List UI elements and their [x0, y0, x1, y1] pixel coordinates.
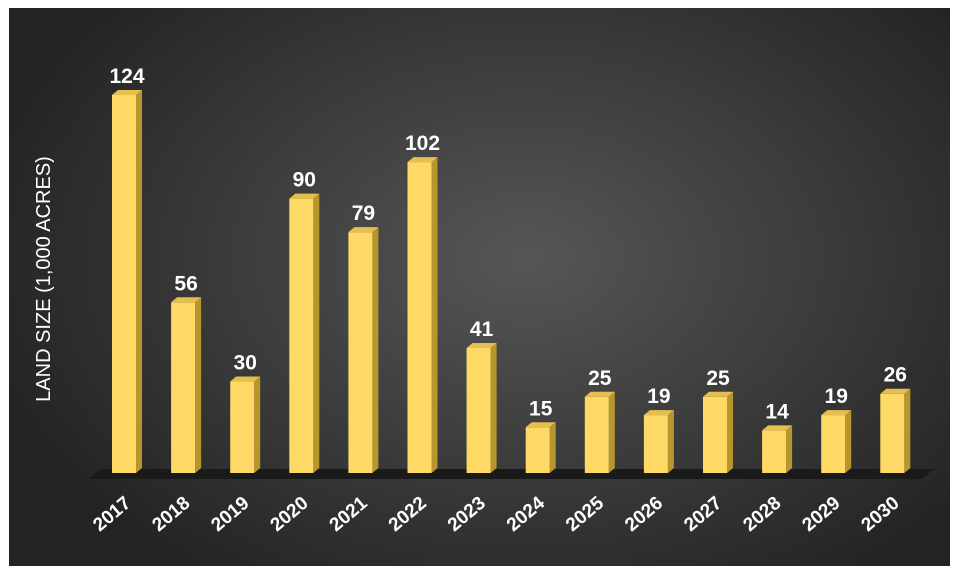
bar-front: [112, 95, 136, 473]
bar-2018: [171, 297, 202, 473]
bar-front: [703, 396, 727, 473]
bar-front: [289, 198, 314, 474]
bar-2028: [762, 425, 793, 473]
bar-front: [171, 302, 196, 473]
value-label-2027: 25: [706, 367, 730, 390]
bar-2017: [112, 90, 142, 473]
value-label-2017: 124: [109, 65, 144, 88]
bar-side: [136, 90, 142, 473]
bar-front: [230, 381, 255, 473]
bar-side: [195, 297, 202, 473]
chart-floor: [89, 469, 934, 479]
floor-plate: [89, 469, 934, 479]
value-label-2022: 102: [405, 132, 440, 155]
bar-top: [289, 193, 320, 199]
bar-top: [466, 343, 497, 349]
bar-top: [821, 410, 852, 416]
bar-2020: [289, 193, 320, 474]
x-tick-label-2019: 2019: [208, 493, 254, 536]
value-label-2020: 90: [293, 169, 316, 192]
bar-side: [372, 227, 379, 473]
x-tick-label-2026: 2026: [621, 493, 667, 536]
bar-2023: [466, 343, 497, 473]
bar-front: [643, 415, 668, 473]
y-axis-title: LAND SIZE (1,000 ACRES): [33, 156, 55, 402]
bar-side: [431, 157, 438, 473]
bar-side: [608, 391, 615, 473]
x-tick-label-2021: 2021: [326, 492, 372, 536]
x-tick-label-2023: 2023: [444, 493, 490, 536]
bar-front: [407, 162, 432, 473]
bar-front: [821, 415, 846, 473]
bar-top: [348, 227, 379, 233]
value-label-2021: 79: [352, 202, 375, 225]
x-tick-label-2017: 2017: [89, 493, 135, 536]
value-label-2030: 26: [884, 364, 907, 387]
bars-group: [112, 90, 911, 474]
x-tick-label-2024: 2024: [503, 492, 549, 536]
bar-side: [490, 343, 497, 473]
bar-top: [584, 391, 615, 397]
bar-2027: [703, 391, 733, 473]
bar-top: [703, 391, 733, 397]
bar-top: [407, 157, 438, 163]
value-label-2019: 30: [234, 352, 257, 375]
x-tick-label-2020: 2020: [267, 493, 313, 536]
bar-2022: [407, 157, 438, 473]
bar-2021: [348, 227, 379, 473]
bar-2029: [821, 410, 852, 473]
bar-2024: [525, 422, 556, 473]
chart-frame: 124 56 30 90 79 102 41 15 25 19 25 14 19 26 2017 2018 2…: [9, 8, 950, 566]
bar-side: [254, 376, 261, 473]
bar-side: [904, 388, 911, 473]
value-label-2023: 41: [470, 318, 494, 341]
x-tick-label-2028: 2028: [739, 493, 785, 536]
bar-side: [313, 193, 320, 474]
value-label-2024: 15: [529, 397, 553, 420]
value-label-2025: 25: [588, 367, 612, 390]
bar-top: [880, 388, 911, 394]
bar-front: [584, 396, 609, 473]
bar-2030: [880, 388, 911, 473]
bar-front: [525, 427, 550, 473]
x-tick-labels-group: 2017 2018 2019 2020 2021 2022 2023 2024 2025 2026…: [89, 492, 903, 536]
bar-side: [845, 410, 852, 473]
bar-top: [171, 297, 202, 303]
x-tick-label-2027: 2027: [680, 493, 726, 536]
bar-side: [549, 422, 556, 473]
x-tick-label-2025: 2025: [562, 492, 608, 536]
bar-2025: [584, 391, 615, 473]
bar-top: [230, 376, 261, 382]
value-label-2018: 56: [174, 272, 197, 295]
bar-front: [880, 393, 905, 473]
bar-side: [727, 391, 733, 473]
value-label-2026: 19: [647, 385, 670, 408]
bar-front: [762, 430, 787, 473]
bar-top: [762, 425, 793, 431]
x-tick-label-2018: 2018: [148, 493, 194, 536]
x-tick-label-2029: 2029: [799, 493, 845, 536]
bar-front: [348, 232, 373, 473]
x-tick-label-2030: 2030: [858, 493, 904, 536]
bar-2019: [230, 376, 261, 473]
bar-side: [667, 410, 674, 473]
bar-side: [786, 425, 793, 473]
bar-front: [466, 348, 491, 473]
value-labels-group: 124 56 30 90 79 102 41 15 25 19 25 14 19 26: [109, 65, 907, 423]
bar-2026: [643, 410, 674, 473]
bar-top: [525, 422, 556, 428]
value-label-2029: 19: [825, 385, 848, 408]
bar-top: [112, 90, 142, 95]
bar-top: [643, 410, 674, 416]
value-label-2028: 14: [765, 400, 789, 423]
x-tick-label-2022: 2022: [385, 493, 431, 536]
